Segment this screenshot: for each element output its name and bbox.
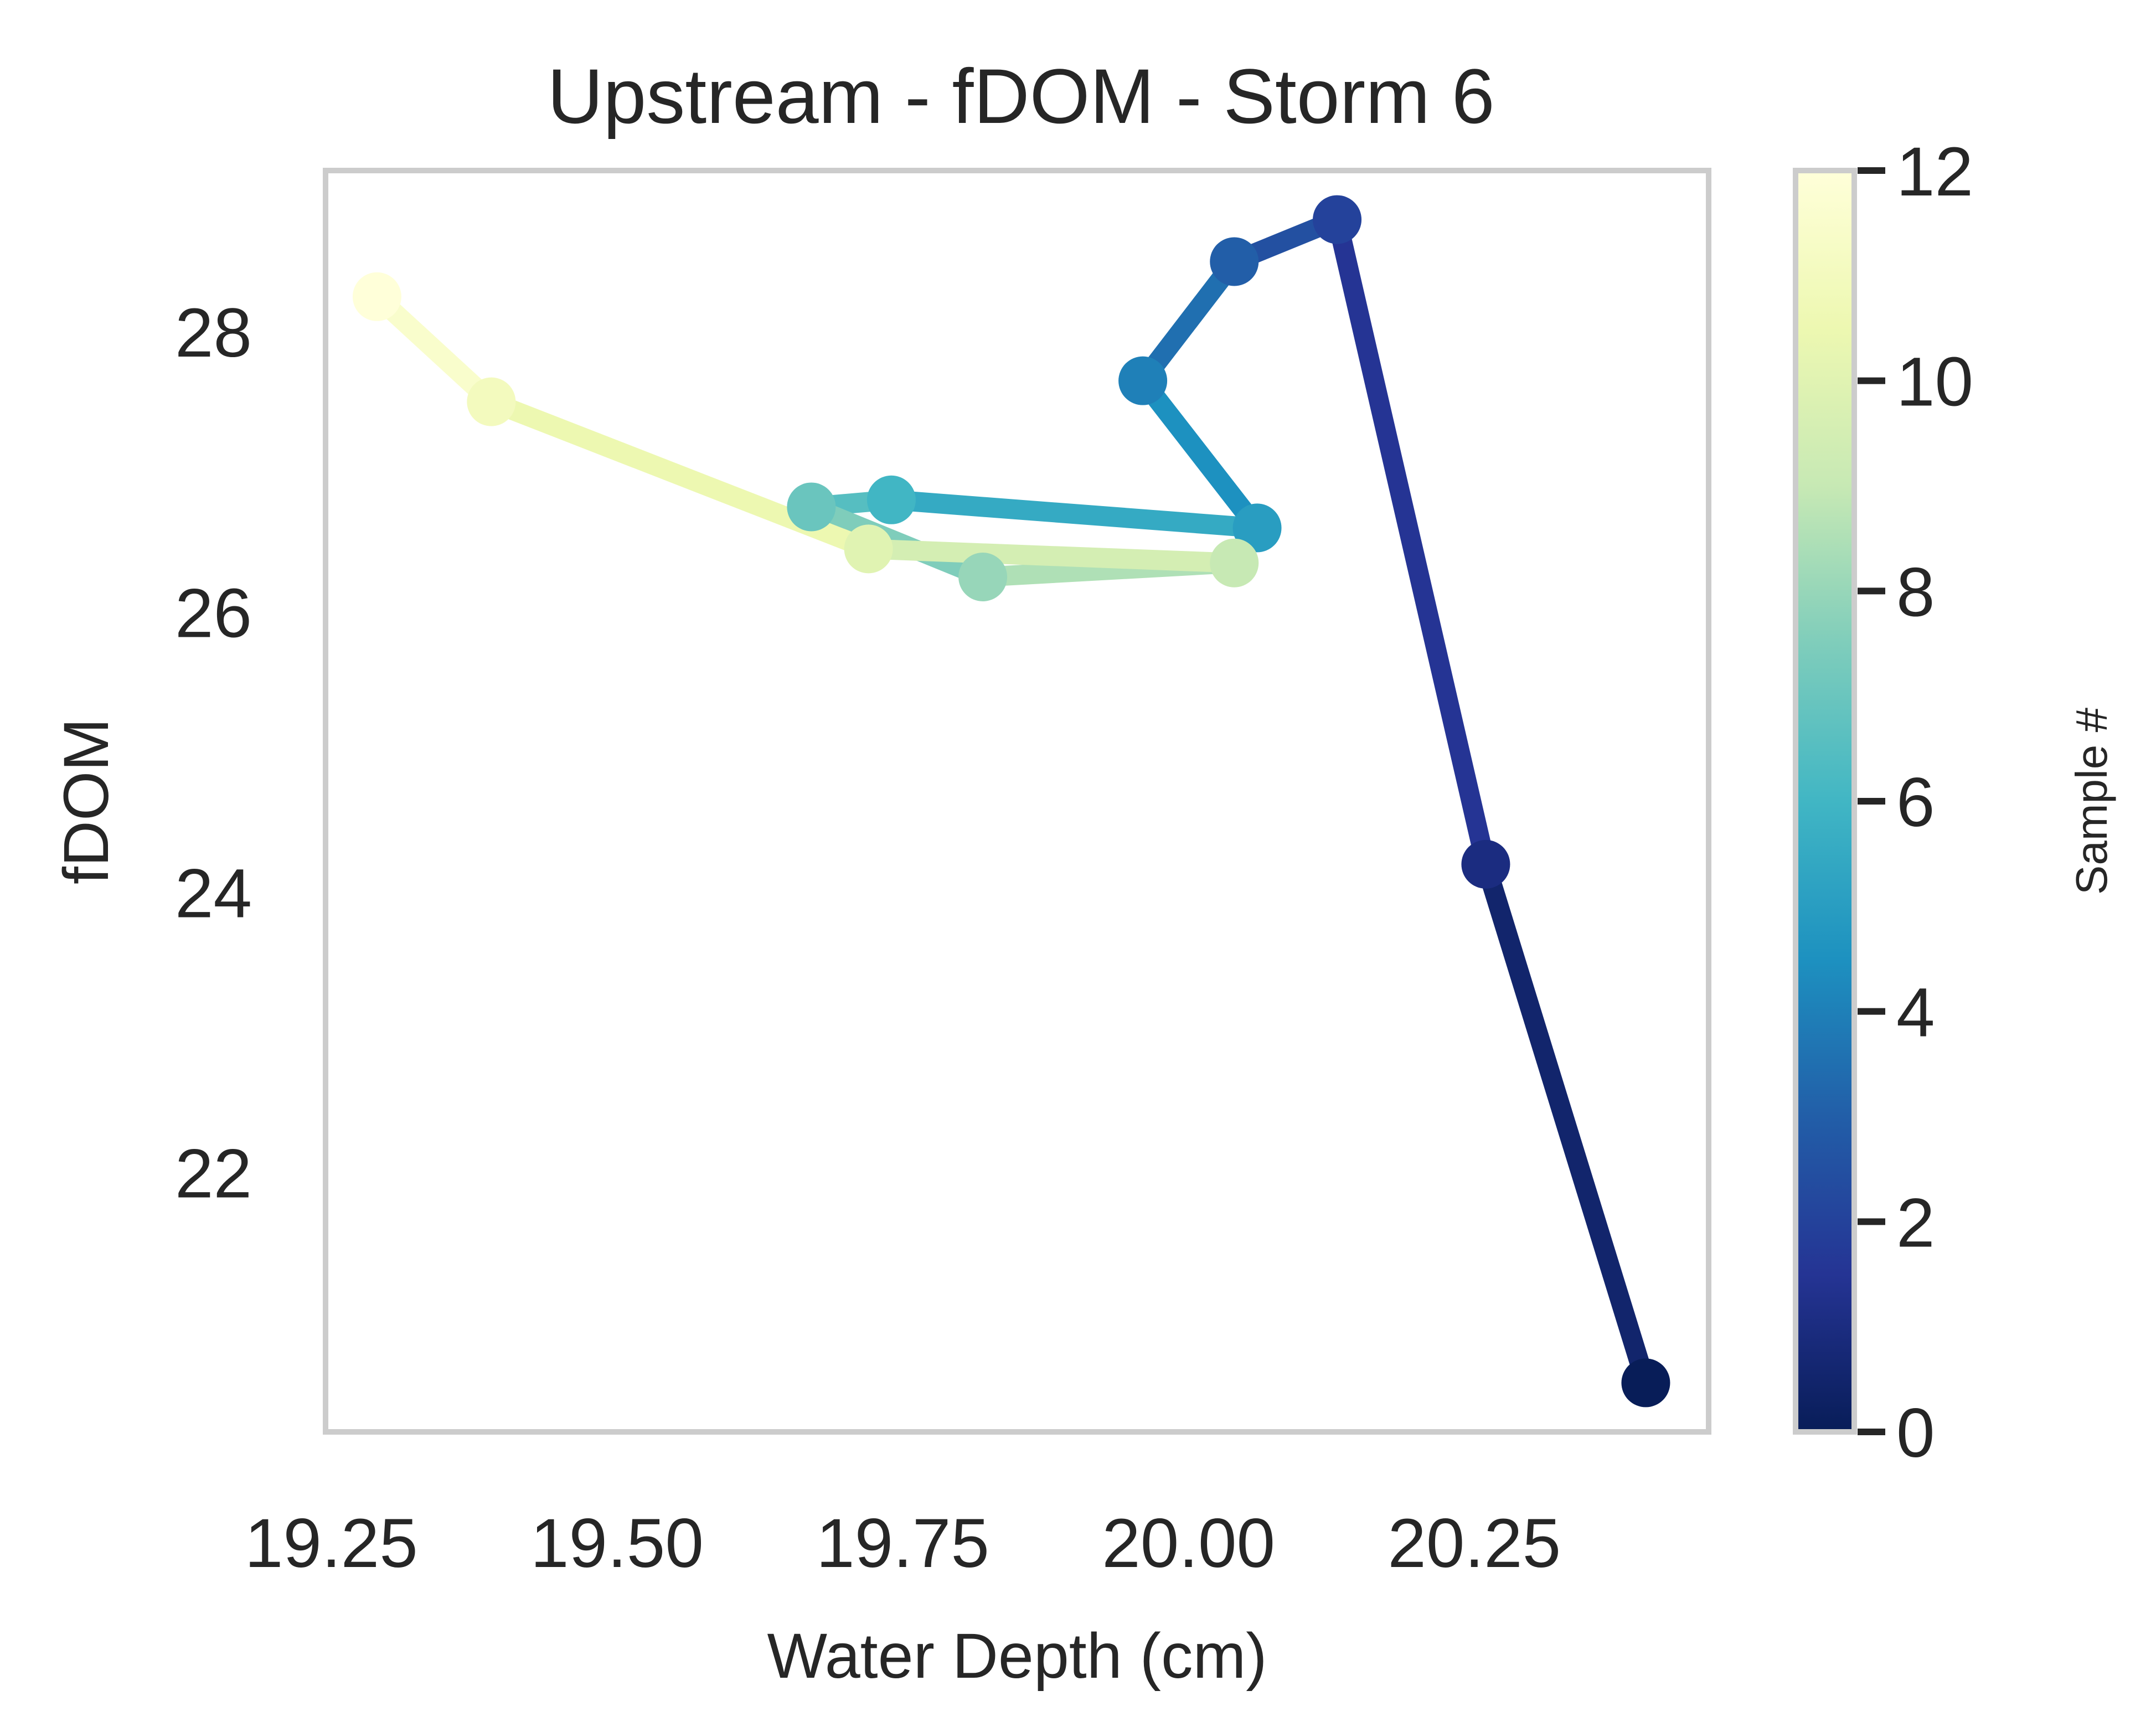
y-tick-label: 24 <box>175 855 252 932</box>
colorbar-tick-label: 10 <box>1896 344 1973 421</box>
line-segment-9-10 <box>868 539 1235 573</box>
line-segment-4-5 <box>1134 374 1265 534</box>
colorbar-label: Sample # <box>2067 708 2116 895</box>
x-tick-label: 20.25 <box>1388 1505 1561 1582</box>
data-point-10 <box>844 524 893 574</box>
data-point-6 <box>866 475 916 524</box>
line-segment-1-2 <box>1327 217 1495 867</box>
chart-title: Upstream - fDOM - Storm 6 <box>547 53 1494 140</box>
colorbar-tick-label: 0 <box>1896 1395 1935 1472</box>
data-point-2 <box>1313 195 1362 244</box>
data-point-5 <box>1232 503 1282 553</box>
line-segment-11-12 <box>370 289 498 409</box>
colorbar-tick-label: 4 <box>1896 975 1935 1051</box>
data-point-4 <box>1118 356 1168 405</box>
x-tick-label: 19.75 <box>816 1505 989 1582</box>
colorbar-ticks: 0 2 4 6 8 10 12 <box>1858 133 1973 1472</box>
colorbar-tick-label: 8 <box>1896 554 1935 631</box>
data-point-9 <box>1210 538 1259 587</box>
data-points <box>352 195 1670 1408</box>
x-tick-label: 19.25 <box>245 1505 418 1582</box>
data-point-1 <box>1461 839 1510 889</box>
y-tick-label: 26 <box>175 575 252 652</box>
x-axis-label: Water Depth (cm) <box>767 1621 1267 1692</box>
x-tick-label: 20.00 <box>1102 1505 1275 1582</box>
data-point-12 <box>352 272 401 321</box>
data-point-11 <box>467 377 516 426</box>
y-tick-label: 28 <box>175 295 252 372</box>
data-point-7 <box>787 482 836 532</box>
plot-area-frame <box>323 168 1711 1435</box>
line-segment-3-4 <box>1134 255 1242 387</box>
line-segment-5-6 <box>890 489 1258 538</box>
y-tick-label: 22 <box>175 1136 252 1213</box>
data-point-0 <box>1621 1358 1670 1408</box>
colorbar-tick-label: 6 <box>1896 764 1935 841</box>
data-point-3 <box>1210 237 1259 286</box>
data-point-8 <box>958 553 1008 602</box>
colorbar-gradient <box>1793 168 1857 1435</box>
y-tick-labels: 22 24 26 28 <box>175 295 252 1213</box>
y-axis-label: fDOM <box>51 718 122 884</box>
x-tick-labels: 19.25 19.50 19.75 20.00 20.25 <box>245 1505 1561 1582</box>
colorbar-tick-label: 2 <box>1896 1184 1935 1261</box>
line-segment-0-1 <box>1476 861 1655 1386</box>
colorbar-tick-label: 12 <box>1896 133 1973 210</box>
x-tick-label: 19.50 <box>530 1505 704 1582</box>
